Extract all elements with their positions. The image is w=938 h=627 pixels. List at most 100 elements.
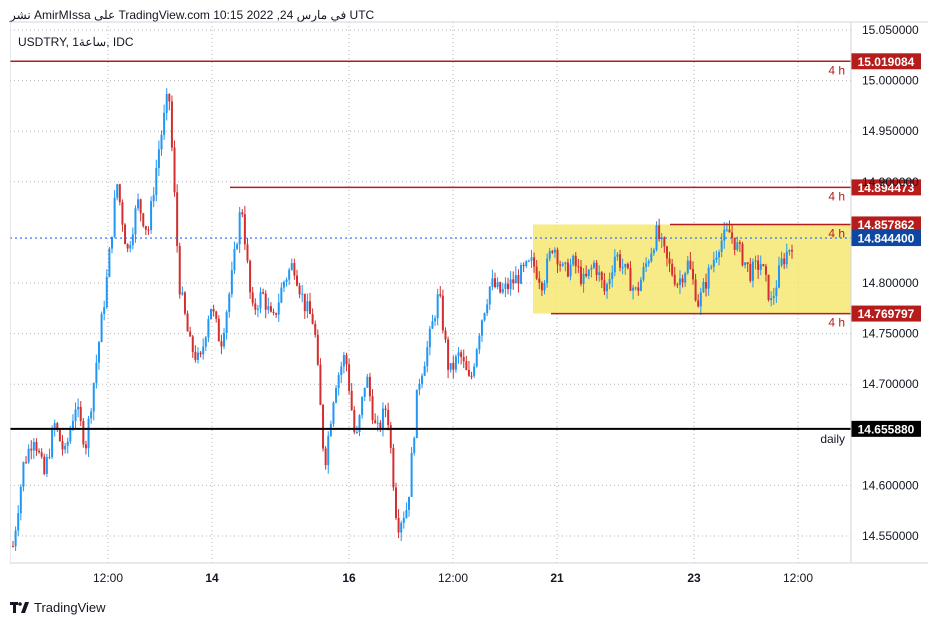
candle-body (309, 301, 312, 315)
candle-body (402, 517, 405, 523)
candle-body (176, 192, 179, 247)
candle-body (277, 302, 280, 315)
candle-body (486, 304, 489, 314)
candle-body (611, 272, 614, 280)
candle-body (702, 282, 705, 293)
candle-body (272, 311, 275, 314)
candle-body (684, 273, 687, 283)
candle-body (17, 513, 20, 531)
candle-body (454, 356, 457, 370)
candle-body (780, 258, 783, 266)
candle-body (785, 251, 788, 265)
last-price-label: 14.844400 (858, 232, 915, 246)
brand-name: TradingView (34, 600, 106, 615)
candle-body (681, 278, 684, 283)
candle-body (517, 275, 520, 284)
x-tick-label: 12:00 (93, 571, 123, 585)
candle-body (452, 363, 455, 370)
candle-body (694, 279, 697, 301)
candle-body (538, 278, 541, 283)
candle-body (619, 254, 622, 268)
candle-body (332, 402, 335, 424)
candle-body (329, 423, 332, 437)
candle-body (181, 292, 184, 295)
candle-body (207, 319, 210, 338)
level-tag: daily (820, 432, 845, 446)
candle-body (632, 287, 635, 291)
candle-body (645, 263, 648, 267)
symbol-label: USDTRY, 1ساعة, IDC (18, 35, 134, 49)
candle-body (113, 197, 116, 237)
candle-body (564, 262, 567, 264)
candle-body (262, 292, 265, 294)
candle-body (355, 431, 358, 433)
candle-body (379, 422, 382, 429)
x-tick-label: 12:00 (438, 571, 468, 585)
candle-body (707, 267, 710, 289)
candle-body (530, 257, 533, 261)
candle-body (358, 415, 361, 432)
candle-body (559, 264, 562, 266)
y-tick-label: 14.950000 (862, 124, 919, 138)
candle-body (501, 289, 504, 293)
candle-body (178, 246, 181, 295)
candle-body (577, 266, 580, 268)
candle-body (413, 438, 416, 454)
candle-body (791, 250, 793, 252)
level-price-label: 15.019084 (858, 55, 915, 69)
candle-body (561, 263, 564, 266)
candle-body (353, 410, 356, 433)
candle-body (384, 408, 387, 410)
candle-body (142, 213, 145, 227)
candle-body (376, 422, 379, 424)
candle-body (173, 147, 176, 193)
grid-lines (10, 22, 851, 563)
candle-body (408, 496, 411, 511)
candle-body (548, 250, 551, 259)
level-price-tag (851, 420, 921, 437)
candle-body (483, 313, 486, 321)
time-axis[interactable]: 12:00 14 16 12:00 21 23 12:00 (93, 571, 813, 585)
candle-body (311, 314, 314, 324)
candle-body (30, 448, 33, 451)
y-tick-label: 14.550000 (862, 529, 919, 543)
candle-body (204, 337, 207, 347)
candle-body (306, 301, 309, 312)
candle-body (316, 334, 319, 365)
candle-body (400, 522, 403, 533)
candle-body (392, 447, 395, 488)
candle-body (746, 262, 749, 264)
candle-body (621, 267, 624, 269)
candle-body (53, 423, 56, 430)
candle-body (202, 346, 205, 355)
price-axis[interactable]: 15.050000 15.000000 14.950000 14.900000 14.8… (862, 23, 919, 543)
candle-body (350, 390, 353, 411)
candle-body (194, 351, 197, 360)
candle-body (43, 456, 46, 474)
level-price-label: 14.769797 (858, 307, 915, 321)
candle-body (111, 236, 114, 249)
candle-body (436, 294, 439, 319)
candle-body (697, 300, 700, 307)
candle-body (126, 244, 129, 249)
publish-header: نشر AmirMIssa على TradingView.com 10:15 … (10, 8, 375, 22)
candle-body (467, 370, 470, 376)
y-tick-label: 14.700000 (862, 377, 919, 391)
candle-body (426, 347, 429, 367)
candle-body (741, 243, 744, 266)
candle-body (728, 229, 731, 233)
candle-body (579, 266, 582, 284)
x-tick-label: 23 (687, 571, 701, 585)
tradingview-brand[interactable]: TradingView (10, 600, 106, 615)
candle-body (423, 366, 426, 376)
candle-body (428, 328, 431, 348)
candle-body (335, 388, 338, 403)
candle-body (595, 262, 598, 276)
candle-body (324, 448, 327, 466)
candle-body (720, 240, 723, 253)
candle-body (736, 242, 739, 250)
level-price-label: 14.655880 (858, 422, 915, 436)
candle-body (14, 530, 17, 547)
candle-body (663, 237, 666, 247)
